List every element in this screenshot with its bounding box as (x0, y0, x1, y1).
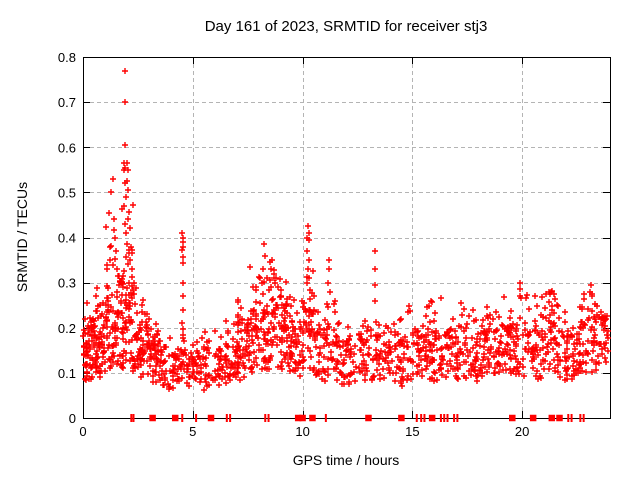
zero-bar-marker (229, 414, 232, 422)
zero-bar-marker (130, 414, 133, 422)
zero-bar-marker (195, 414, 198, 422)
y-tick-label: 0 (69, 411, 76, 426)
x-tick-label: 10 (295, 424, 309, 439)
zero-square-marker (149, 414, 156, 422)
zero-bar-marker (579, 414, 582, 422)
y-tick-label: 0.3 (58, 276, 76, 291)
zero-square-marker (398, 414, 405, 422)
y-tick-label: 0.2 (58, 321, 76, 336)
y-tick-label: 0.5 (58, 185, 76, 200)
zero-square-marker (299, 414, 306, 422)
zero-bar-marker (582, 414, 585, 422)
zero-bar-marker (443, 414, 446, 422)
zero-bar-marker (181, 414, 184, 422)
zero-bar-marker (439, 414, 442, 422)
zero-square-marker (309, 414, 316, 422)
x-tick-label: 0 (79, 424, 86, 439)
y-tick-label: 0.8 (58, 50, 76, 65)
chart-title: Day 161 of 2023, SRMTID for receiver stj… (205, 18, 488, 35)
axis-tick-labels: 0 5 10 15 20 0 0.1 0.2 0.3 0.4 0.5 0.6 0.7 0.8 (58, 50, 529, 439)
zero-square-marker (428, 414, 436, 422)
gridlines (83, 57, 610, 418)
zero-square-marker (556, 414, 563, 422)
y-tick-label: 0.1 (58, 366, 76, 381)
zero-square-marker (171, 414, 179, 422)
plus-markers (80, 68, 611, 393)
y-axis-label: SRMTID / TECUs (14, 182, 30, 292)
zero-bar-marker (225, 414, 228, 422)
y-tick-label: 0.7 (58, 95, 76, 110)
x-tick-label: 15 (405, 424, 419, 439)
zero-bar-marker (264, 414, 267, 422)
zero-bar-marker (420, 414, 423, 422)
zero-bar-marker (267, 414, 270, 422)
zero-bar-marker (446, 414, 449, 422)
y-tick-label: 0.4 (58, 231, 76, 246)
zero-value-markers (130, 414, 585, 422)
plot-border (83, 57, 611, 419)
zero-bar-marker (324, 414, 327, 422)
zero-bar-marker (132, 414, 135, 422)
zero-square-marker (509, 414, 516, 422)
zero-square-marker (365, 414, 372, 422)
y-tick-label: 0.6 (58, 140, 76, 155)
zero-bar-marker (453, 414, 456, 422)
zero-square-marker (548, 414, 556, 422)
x-tick-label: 20 (515, 424, 529, 439)
x-tick-label: 5 (189, 424, 196, 439)
zero-square-marker (207, 414, 215, 422)
scatter-data-points (80, 68, 611, 393)
x-axis-label: GPS time / hours (293, 452, 400, 468)
zero-bar-marker (415, 414, 418, 422)
zero-square-marker (529, 414, 537, 422)
zero-bar-marker (567, 414, 570, 422)
zero-bar-marker (456, 414, 459, 422)
zero-square-marker (294, 414, 302, 422)
axis-ticks (83, 57, 610, 419)
zero-bar-marker (570, 414, 573, 422)
zero-bar-marker (423, 414, 426, 422)
